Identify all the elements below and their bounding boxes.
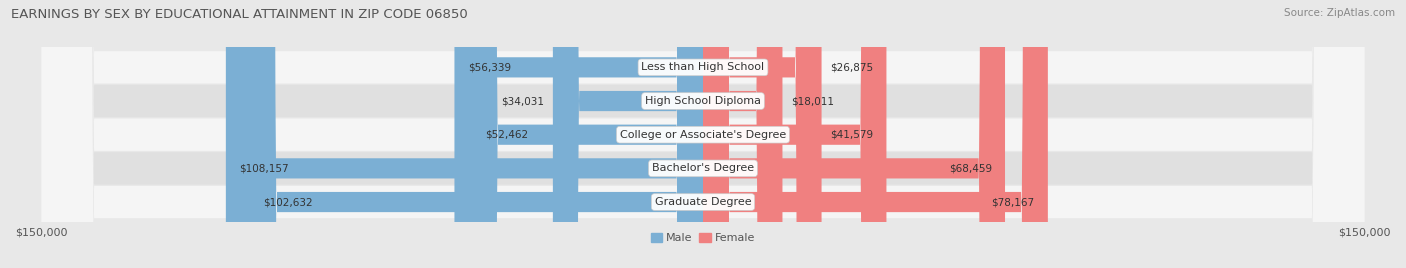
Text: $78,167: $78,167 bbox=[991, 197, 1035, 207]
FancyBboxPatch shape bbox=[41, 0, 1365, 268]
FancyBboxPatch shape bbox=[250, 0, 703, 268]
FancyBboxPatch shape bbox=[703, 0, 886, 268]
FancyBboxPatch shape bbox=[553, 0, 703, 268]
Text: $26,875: $26,875 bbox=[831, 62, 873, 72]
Text: $56,339: $56,339 bbox=[468, 62, 510, 72]
Text: $68,459: $68,459 bbox=[949, 163, 991, 173]
Text: $18,011: $18,011 bbox=[792, 96, 834, 106]
FancyBboxPatch shape bbox=[41, 0, 1365, 268]
Text: College or Associate's Degree: College or Associate's Degree bbox=[620, 130, 786, 140]
FancyBboxPatch shape bbox=[226, 0, 703, 268]
FancyBboxPatch shape bbox=[471, 0, 703, 268]
Text: $108,157: $108,157 bbox=[239, 163, 288, 173]
Text: $102,632: $102,632 bbox=[263, 197, 314, 207]
FancyBboxPatch shape bbox=[41, 0, 1365, 268]
FancyBboxPatch shape bbox=[454, 0, 703, 268]
Text: $34,031: $34,031 bbox=[501, 96, 544, 106]
Text: Bachelor's Degree: Bachelor's Degree bbox=[652, 163, 754, 173]
Text: High School Diploma: High School Diploma bbox=[645, 96, 761, 106]
FancyBboxPatch shape bbox=[703, 0, 1047, 268]
FancyBboxPatch shape bbox=[41, 0, 1365, 268]
Text: Graduate Degree: Graduate Degree bbox=[655, 197, 751, 207]
FancyBboxPatch shape bbox=[41, 0, 1365, 268]
Text: Source: ZipAtlas.com: Source: ZipAtlas.com bbox=[1284, 8, 1395, 18]
FancyBboxPatch shape bbox=[703, 0, 1005, 268]
Text: Less than High School: Less than High School bbox=[641, 62, 765, 72]
Text: $41,579: $41,579 bbox=[830, 130, 873, 140]
Text: $52,462: $52,462 bbox=[485, 130, 527, 140]
FancyBboxPatch shape bbox=[703, 0, 783, 268]
Legend: Male, Female: Male, Female bbox=[651, 233, 755, 243]
Text: EARNINGS BY SEX BY EDUCATIONAL ATTAINMENT IN ZIP CODE 06850: EARNINGS BY SEX BY EDUCATIONAL ATTAINMEN… bbox=[11, 8, 468, 21]
FancyBboxPatch shape bbox=[703, 0, 821, 268]
